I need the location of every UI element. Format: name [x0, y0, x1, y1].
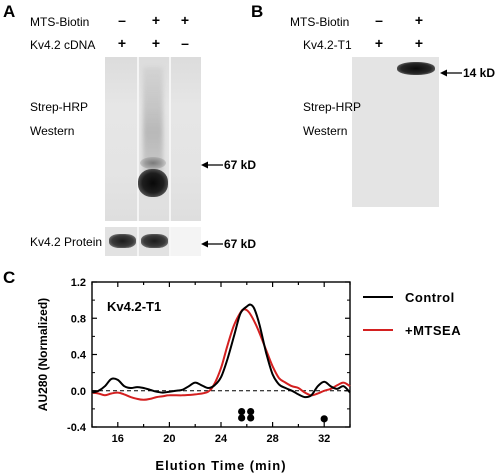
panel-a-sign-r1c1: – [118, 12, 126, 28]
fraction-marker [247, 414, 255, 422]
y-tick-label: 0.8 [71, 313, 86, 325]
panel-a-protein-marker-label: 67 kD [224, 237, 257, 251]
x-tick-label: 16 [112, 433, 124, 445]
panel-c-letter: C [3, 268, 16, 287]
panel-a-letter: A [3, 2, 16, 21]
panel-b-letter: B [251, 2, 264, 21]
panel-a-sign-r2c2: + [151, 35, 161, 51]
series-lines [91, 303, 351, 401]
chart-title: Kv4.2-T1 [107, 299, 161, 314]
fraction-marker [238, 414, 246, 422]
fraction-marker [247, 407, 255, 416]
panel-a-western-blot [105, 57, 201, 221]
legend-label-mtsea: +MTSEA [405, 323, 461, 338]
panel-b-marker-label: 14 kD [463, 66, 496, 80]
y-tick-label: 0.0 [71, 386, 86, 398]
fraction-marker [238, 407, 246, 416]
panel-b-blot-label-western: Western [303, 124, 348, 138]
panel-b-sign-r2c1: + [374, 35, 384, 51]
panel-a-protein-label: Kv4.2 Protein [30, 235, 103, 249]
y-axis: -0.4 0.0 0.4 0.8 1.2 [67, 277, 350, 434]
lane-divider [169, 227, 171, 256]
legend-label-control: Control [405, 290, 455, 305]
y-tick-label: -0.4 [67, 422, 87, 434]
panel-a-protein-blot [105, 227, 201, 256]
panel-a-blot-label-western: Western [30, 124, 75, 138]
x-axis-label: Elution Time (min) [155, 458, 286, 473]
fraction-markers [238, 407, 328, 423]
panel-a-sign-r2c1: + [117, 35, 127, 51]
panel-a-sign-r2c3: – [181, 35, 189, 51]
lane-divider [169, 57, 171, 221]
panel-b-row-label-mts-biotin: MTS-Biotin [290, 15, 350, 29]
panel-a-marker-label: 67 kD [224, 158, 257, 172]
y-tick-label: 0.4 [71, 350, 87, 362]
y-axis-label: AU280 (Normalized) [36, 298, 50, 411]
panel-a-marker-arrow [201, 161, 223, 169]
protein-band [109, 234, 136, 248]
x-tick-label: 24 [215, 433, 228, 445]
chart-legend: Control +MTSEA [363, 290, 461, 338]
series-line-control [91, 303, 351, 399]
panel-b-marker-arrow [440, 69, 462, 77]
lane-divider [137, 227, 139, 256]
panel-a-sign-r1c2: + [151, 12, 161, 28]
x-tick-label: 20 [163, 433, 175, 445]
series-line-mtsea [91, 308, 351, 401]
panel-b-sign-r1c1: – [375, 12, 383, 28]
x-tick-label: 28 [266, 433, 278, 445]
panel-b-sign-r1c2: + [414, 12, 424, 28]
lane-divider [137, 57, 139, 221]
panel-a-row-label-kv42-cdna: Kv4.2 cDNA [30, 38, 96, 52]
fraction-marker [320, 415, 328, 423]
band-halo [140, 157, 166, 169]
panel-a-sign-r1c3: + [180, 12, 190, 28]
x-tick-label: 32 [318, 433, 330, 445]
panel-b-western-blot [352, 57, 439, 207]
panel-a-blot-label-strep-hrp: Strep-HRP [30, 100, 89, 114]
protein-band [141, 234, 168, 248]
panel-b-blot-label-strep-hrp: Strep-HRP [303, 100, 362, 114]
y-tick-label: 1.2 [71, 277, 86, 289]
x-axis: 16 20 24 28 32 [91, 282, 351, 445]
panel-a-protein-marker-arrow [201, 240, 223, 248]
panel-b-row-label-kv42-t1: Kv4.2-T1 [303, 38, 352, 52]
empty-lane [171, 227, 201, 256]
panel-a-row-label-mts-biotin: MTS-Biotin [30, 15, 90, 29]
biotinylated-band [138, 169, 168, 197]
t1-band [397, 62, 435, 75]
panel-b-sign-r2c2: + [414, 35, 424, 51]
